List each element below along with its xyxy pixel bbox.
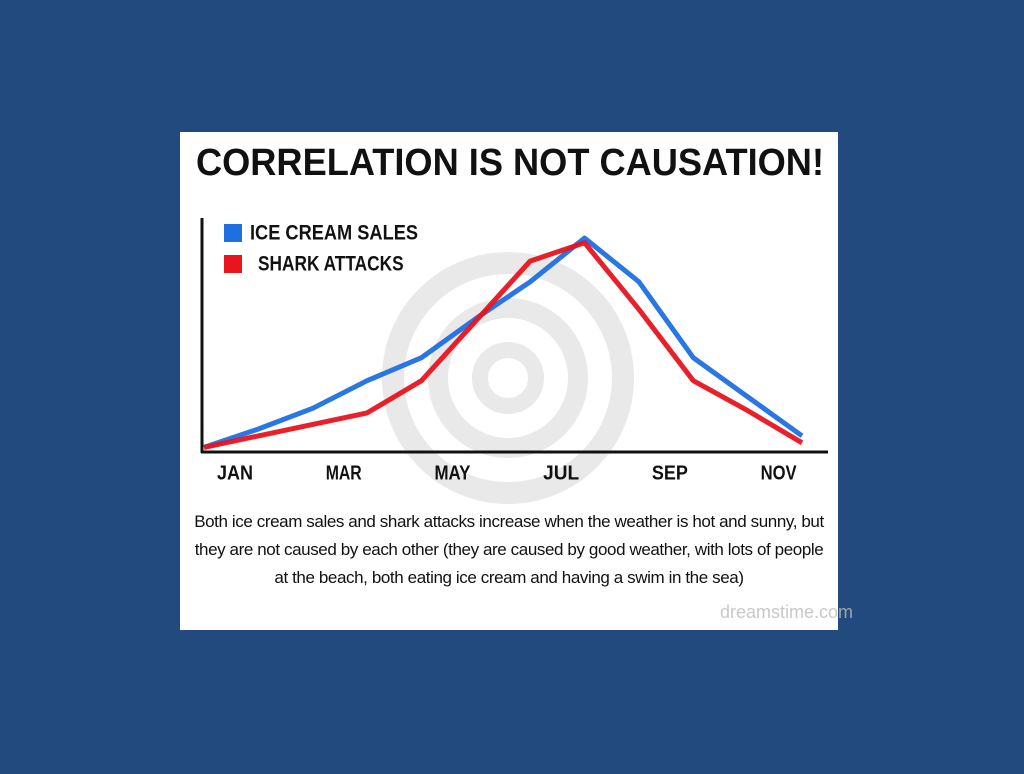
legend-label: ICE CREAM SALES (250, 222, 418, 245)
watermark-spiral (382, 252, 634, 504)
x-tick-label: SEP (652, 462, 688, 484)
x-tick-label: MAY (434, 462, 471, 484)
x-tick-label: JUL (543, 462, 579, 484)
caption: Both ice cream sales and shark attacks i… (194, 512, 824, 587)
watermark-text: dreamstime.com (720, 602, 853, 622)
legend-swatch (224, 224, 242, 242)
x-tick-label: MAR (326, 462, 362, 484)
series-line (203, 240, 804, 450)
chart-title: CORRELATION IS NOT CAUSATION! (196, 142, 824, 184)
legend-label: SHARK ATTACKS (258, 253, 404, 276)
series-line (203, 235, 804, 450)
legend-swatch (224, 255, 242, 273)
x-tick-label: NOV (761, 462, 798, 484)
x-tick-label: JAN (217, 462, 253, 484)
